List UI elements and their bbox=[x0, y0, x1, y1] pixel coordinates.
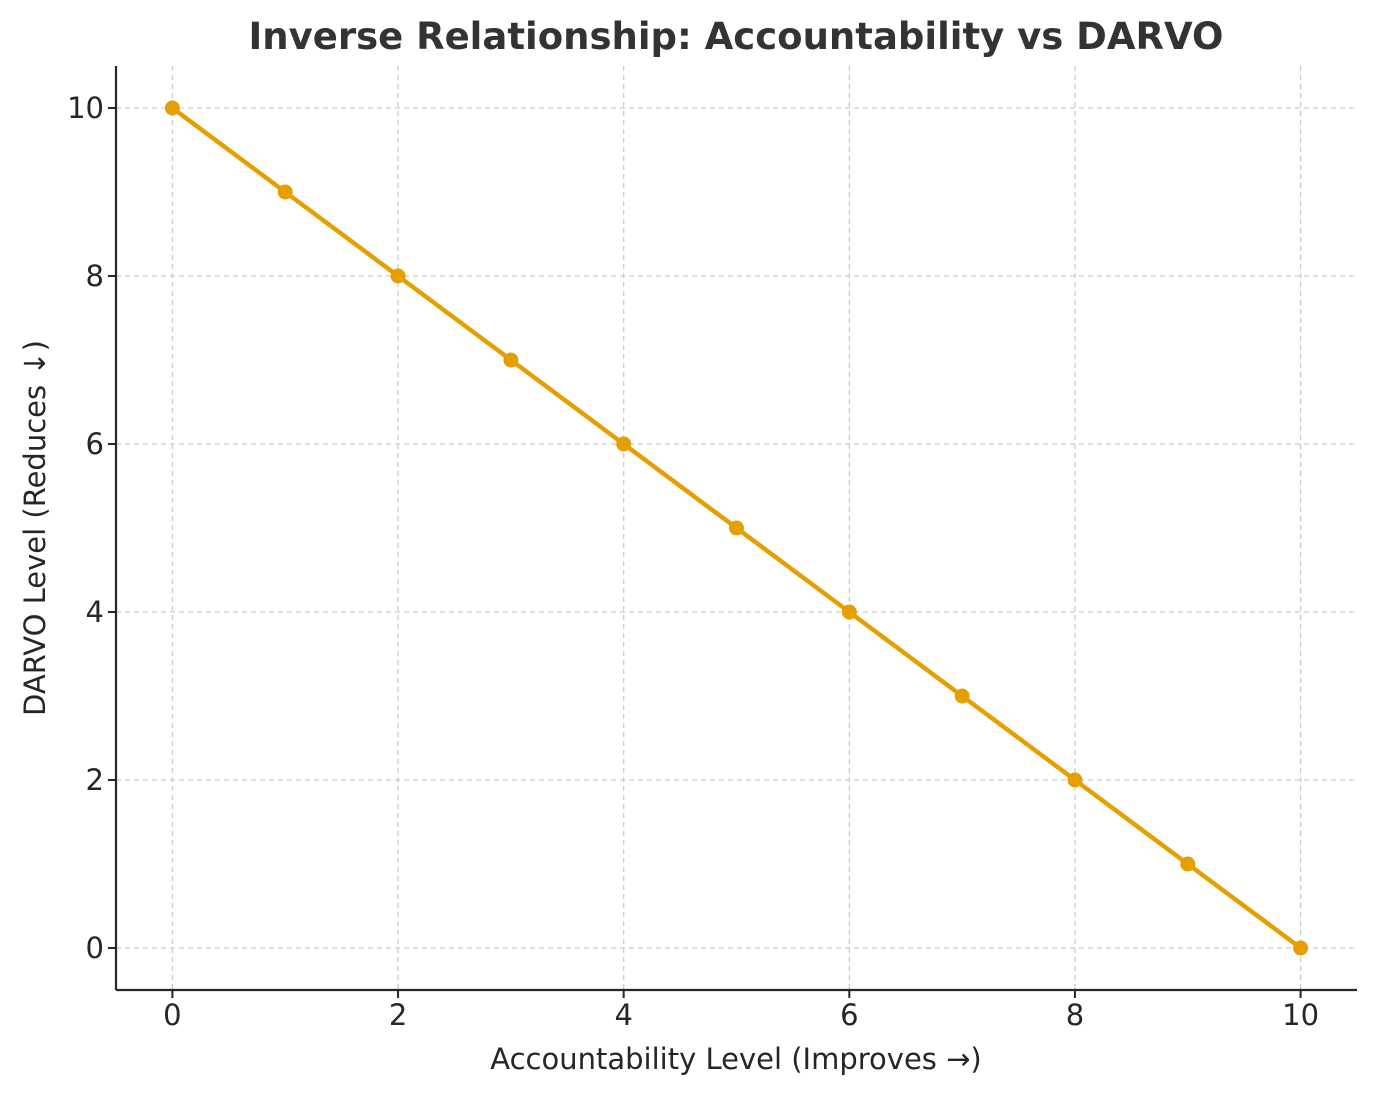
x-tick-label: 6 bbox=[840, 998, 858, 1032]
series-layer bbox=[164, 100, 1309, 956]
grid bbox=[116, 66, 1357, 990]
data-point bbox=[616, 436, 632, 452]
data-point bbox=[1067, 772, 1083, 788]
y-tick-label: 10 bbox=[67, 91, 104, 125]
x-tick-label: 8 bbox=[1066, 998, 1084, 1032]
data-point bbox=[277, 184, 293, 200]
y-tick-label: 2 bbox=[86, 763, 104, 797]
y-tick-label: 0 bbox=[86, 931, 104, 965]
x-tick-label: 10 bbox=[1282, 998, 1319, 1032]
data-point bbox=[1293, 940, 1309, 956]
axes: 0 2 4 6 8 10 0 2 4 6 8 10 bbox=[67, 66, 1357, 1032]
data-point bbox=[954, 688, 970, 704]
x-tick-label: 0 bbox=[163, 998, 181, 1032]
x-tick-label: 4 bbox=[614, 998, 632, 1032]
x-tick-label: 2 bbox=[389, 998, 407, 1032]
data-point bbox=[1180, 856, 1196, 872]
y-tick-label: 4 bbox=[86, 595, 104, 629]
data-point bbox=[503, 352, 519, 368]
data-point bbox=[729, 520, 744, 536]
data-point bbox=[164, 100, 180, 116]
y-tick-label: 6 bbox=[86, 427, 104, 461]
data-point bbox=[841, 604, 857, 620]
y-axis-label: DARVO Level (Reduces ↓) bbox=[18, 340, 52, 716]
chart-title: Inverse Relationship: Accountability vs … bbox=[249, 15, 1224, 58]
data-point bbox=[390, 268, 406, 284]
x-axis-label: Accountability Level (Improves →) bbox=[490, 1042, 981, 1076]
y-tick-label: 8 bbox=[86, 259, 104, 293]
